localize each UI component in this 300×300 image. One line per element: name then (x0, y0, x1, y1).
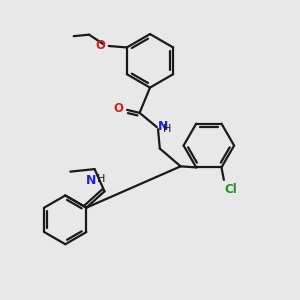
Text: O: O (95, 40, 105, 52)
Text: O: O (113, 103, 124, 116)
Text: N: N (158, 120, 168, 133)
Text: H: H (97, 174, 105, 184)
Text: N: N (86, 174, 96, 188)
Text: Cl: Cl (224, 183, 237, 196)
Text: H: H (164, 124, 172, 134)
